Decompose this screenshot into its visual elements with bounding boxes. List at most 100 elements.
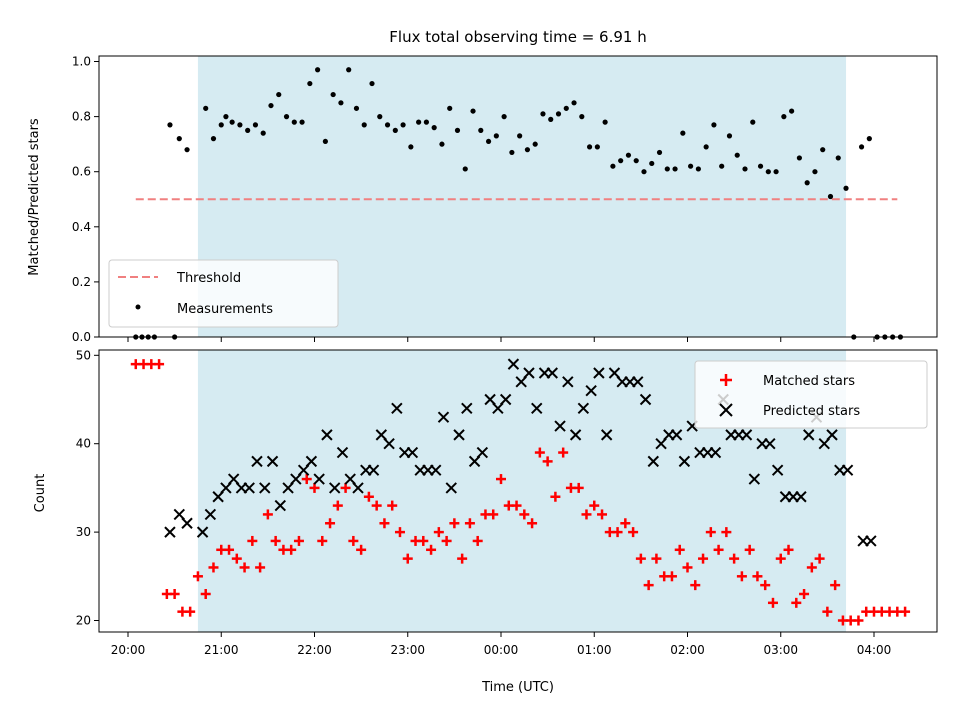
matched-star-marker xyxy=(822,606,833,617)
matched-star-marker xyxy=(348,535,359,546)
matched-star-marker xyxy=(666,571,677,582)
measurement-point xyxy=(223,114,229,120)
predicted-star-marker xyxy=(352,482,364,494)
measurement-point xyxy=(781,114,787,120)
predicted-star-marker xyxy=(554,420,566,432)
top-panel: 0.0 0.2 0.4 0.6 0.8 1.0 Flux total observing … xyxy=(27,28,938,344)
matched-star-marker xyxy=(550,491,561,502)
matched-star-marker xyxy=(270,535,281,546)
matched-star-marker xyxy=(830,580,841,591)
matched-star-marker xyxy=(767,597,778,608)
measurement-point xyxy=(602,119,608,125)
measurement-point xyxy=(283,114,290,120)
matched-star-marker xyxy=(363,491,374,502)
measurements-legend-swatch xyxy=(135,304,141,310)
measurement-point xyxy=(804,180,810,186)
predicted-star-marker xyxy=(453,429,465,441)
measurement-points xyxy=(133,67,904,340)
predicted-star-marker xyxy=(764,437,776,450)
measurement-point xyxy=(493,133,499,139)
measurement-point xyxy=(571,100,577,106)
measurement-point xyxy=(610,163,616,169)
measurement-point xyxy=(229,119,235,125)
predicted-star-marker xyxy=(600,429,613,441)
matched-star-marker xyxy=(192,571,203,582)
matched-star-marker xyxy=(814,553,825,564)
bottom-y-tick-label: 40 xyxy=(76,437,91,451)
predicted-star-marker xyxy=(569,429,582,441)
measurement-point xyxy=(268,102,274,109)
measurement-point xyxy=(796,155,803,161)
predicted-star-marker xyxy=(476,446,489,459)
bottom-legend-box xyxy=(694,360,928,429)
predicted-star-marker xyxy=(383,437,395,450)
top-y-tick-label: 0.2 xyxy=(72,275,91,289)
measurement-point xyxy=(203,105,209,111)
predicted-star-marker xyxy=(639,393,652,406)
predicted-star-marker xyxy=(336,446,349,459)
measurement-point xyxy=(176,136,182,142)
measurements-legend-label: Measurements xyxy=(177,302,273,317)
measurement-point xyxy=(843,185,849,191)
measurement-point xyxy=(307,80,313,87)
predicted-star-marker xyxy=(632,376,644,388)
matched-star-marker xyxy=(185,606,196,617)
matched-star-marker xyxy=(713,544,724,555)
predicted-star-marker xyxy=(523,367,535,379)
bottom-x-ticks: 20:00 21:00 22:00 23:00 00:00 01:00 02:00 03:00… xyxy=(111,632,892,657)
matched-star-marker xyxy=(651,553,662,564)
predicted-star-marker xyxy=(266,455,279,468)
matched-star-marker xyxy=(534,447,545,458)
measurement-point xyxy=(439,141,445,147)
predicted-legend-label: Predicted stars xyxy=(763,404,860,419)
predicted-star-marker xyxy=(499,393,512,406)
bottom-y-ticks: 20 30 40 50 xyxy=(76,348,99,628)
predicted-star-marker xyxy=(841,464,854,476)
measurement-point xyxy=(346,67,352,73)
matched-star-marker xyxy=(309,482,320,493)
bottom-y-axis-label: Count xyxy=(33,474,48,513)
bottom-y-tick-label: 50 xyxy=(76,348,91,362)
predicted-legend-swatch xyxy=(719,403,733,417)
predicted-star-marker xyxy=(164,526,176,538)
measurement-point xyxy=(470,108,476,114)
measurement-point xyxy=(353,105,360,111)
matched-star-marker xyxy=(496,474,506,485)
x-tick-label: 03:00 xyxy=(763,643,798,657)
measurement-point xyxy=(858,144,865,150)
matched-star-marker xyxy=(721,527,732,538)
predicted-star-marker xyxy=(313,473,325,485)
measurement-point xyxy=(361,122,367,128)
measurement-point xyxy=(315,67,321,73)
measurement-point xyxy=(579,114,585,120)
x-tick-label: 04:00 xyxy=(857,643,892,657)
top-y-tick-label: 1.0 xyxy=(72,55,91,69)
measurement-point xyxy=(680,130,686,136)
matched-star-marker xyxy=(783,544,794,555)
matched-star-marker xyxy=(806,562,817,573)
matched-star-marker xyxy=(775,553,786,564)
measurement-point xyxy=(563,105,569,111)
matched-star-marker xyxy=(643,580,654,591)
predicted-star-marker xyxy=(709,446,722,459)
matched-star-marker xyxy=(262,509,273,520)
top-x-ticks xyxy=(127,337,875,342)
matched-star-marker xyxy=(612,527,623,538)
measurement-point xyxy=(641,169,647,175)
predicted-star-marker xyxy=(243,482,255,494)
matched-star-marker xyxy=(744,544,755,555)
predicted-star-marker xyxy=(748,473,761,485)
predicted-star-marker xyxy=(531,402,543,415)
top-y-tick-label: 0.6 xyxy=(72,165,91,179)
top-y-ticks: 0.0 0.2 0.4 0.6 0.8 1.0 xyxy=(72,55,99,344)
predicted-star-marker xyxy=(391,402,403,415)
measurement-point xyxy=(276,91,282,98)
measurement-point xyxy=(478,127,484,133)
top-plot-frame xyxy=(98,55,938,338)
matched-star-marker xyxy=(464,518,475,529)
matched-star-marker xyxy=(169,588,180,599)
measurement-point xyxy=(485,138,492,145)
matched-legend-swatch xyxy=(720,374,732,386)
matched-star-marker xyxy=(620,518,631,529)
matched-star-marker xyxy=(394,527,405,538)
